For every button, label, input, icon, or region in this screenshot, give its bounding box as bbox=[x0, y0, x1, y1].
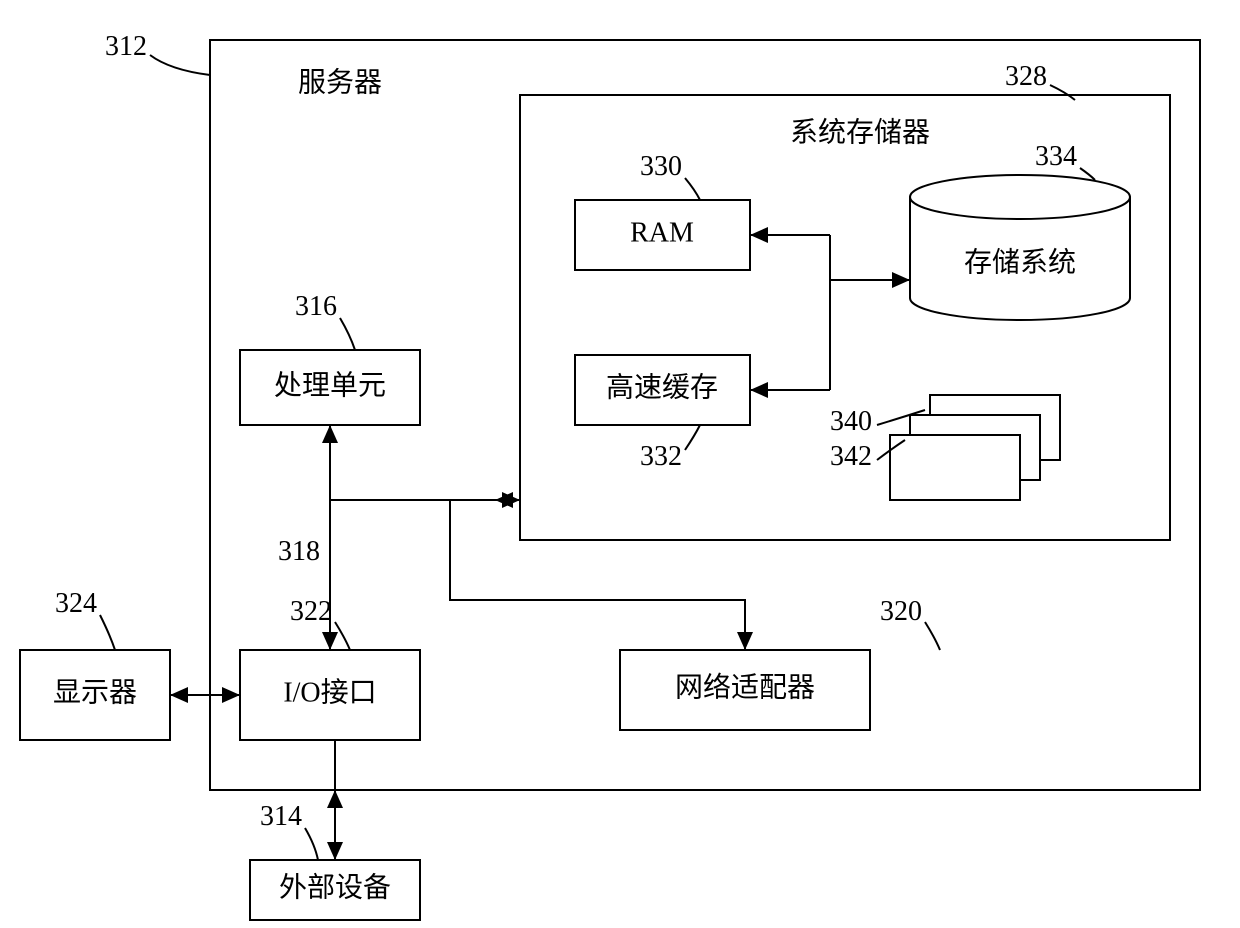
ref-330: 330 bbox=[640, 151, 682, 182]
display-label: 显示器 bbox=[53, 677, 137, 708]
ref-314: 314 bbox=[260, 801, 302, 832]
leader-332 bbox=[685, 425, 700, 450]
arrow-up-io2 bbox=[327, 790, 343, 808]
ram-label: RAM bbox=[630, 217, 694, 248]
ref-320: 320 bbox=[880, 596, 922, 627]
cache-label: 高速缓存 bbox=[606, 371, 718, 403]
ref-312: 312 bbox=[105, 31, 147, 62]
arrow-down-io bbox=[322, 632, 338, 650]
memory-title: 系统存储器 bbox=[790, 116, 930, 148]
arrow-storage-right bbox=[892, 272, 910, 288]
arrow-down-ext bbox=[327, 842, 343, 860]
ref-316: 316 bbox=[295, 291, 337, 322]
ref-318: 318 bbox=[278, 536, 320, 567]
leader-324 bbox=[100, 615, 115, 650]
ref-328: 328 bbox=[1005, 61, 1047, 92]
leader-320 bbox=[925, 622, 940, 650]
storage-label: 存储系统 bbox=[964, 246, 1076, 278]
network-adapter-label: 网络适配器 bbox=[675, 671, 815, 703]
ref-340: 340 bbox=[830, 406, 872, 437]
io-interface-label: I/O接口 bbox=[283, 676, 376, 708]
ref-322: 322 bbox=[290, 596, 332, 627]
bus-to-netadapter bbox=[450, 500, 745, 650]
leader-312 bbox=[150, 55, 210, 75]
arrow-ram-left bbox=[750, 227, 768, 243]
leader-314 bbox=[305, 828, 318, 860]
external-device-label: 外部设备 bbox=[279, 871, 391, 903]
program-modules bbox=[890, 395, 1060, 500]
ref-332: 332 bbox=[640, 441, 682, 472]
server-title: 服务器 bbox=[298, 66, 382, 98]
leader-330 bbox=[685, 178, 700, 200]
leader-316 bbox=[340, 318, 355, 350]
processing-unit-label: 处理单元 bbox=[274, 369, 386, 401]
arrow-cache-left bbox=[750, 382, 768, 398]
leader-322 bbox=[335, 622, 350, 650]
arrow-down-net bbox=[737, 632, 753, 650]
ref-324: 324 bbox=[55, 588, 97, 619]
leader-328 bbox=[1050, 85, 1075, 100]
ref-334: 334 bbox=[1035, 141, 1077, 172]
arrow-up-proc bbox=[322, 425, 338, 443]
arrow-right-io bbox=[222, 687, 240, 703]
arrow-left-display bbox=[170, 687, 188, 703]
ref-342: 342 bbox=[830, 441, 872, 472]
